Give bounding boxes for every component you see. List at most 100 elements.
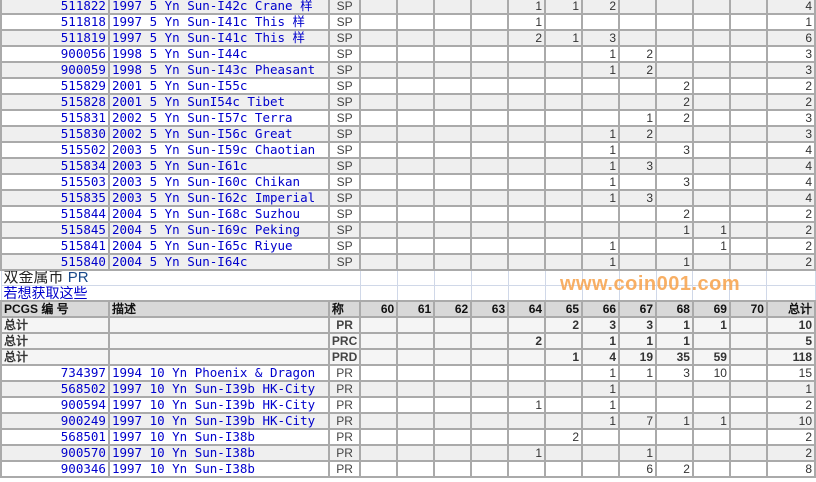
grade-type: PR bbox=[327, 380, 362, 398]
coin-description-link[interactable]: 1997 5 Yn Sun-I41c This 样 bbox=[107, 29, 330, 47]
grade-63-count bbox=[470, 77, 510, 95]
coin-description-link[interactable]: 2003 5 Yn Sun-I59c Chaotian bbox=[107, 141, 330, 159]
pcgs-number-link[interactable]: 511819 bbox=[0, 29, 110, 47]
grade-66-count bbox=[581, 221, 621, 239]
totals-row: 总计 PRD 1 4 19 35 59 118 bbox=[0, 348, 816, 366]
pcgs-number-link[interactable]: 515829 bbox=[0, 77, 110, 95]
pcgs-number-link[interactable]: 515845 bbox=[0, 221, 110, 239]
pcgs-number-link[interactable]: 515841 bbox=[0, 237, 110, 255]
grade-60-count bbox=[359, 380, 399, 398]
grade-69-count bbox=[691, 45, 731, 63]
pcgs-number-link[interactable]: 515840 bbox=[0, 253, 110, 271]
grade-60-count bbox=[359, 141, 399, 159]
pcgs-number-link[interactable]: 900594 bbox=[0, 396, 110, 414]
pcgs-number-link[interactable]: 515830 bbox=[0, 125, 110, 143]
grade-68-count: 35 bbox=[655, 348, 694, 366]
grade-65-count bbox=[544, 93, 584, 111]
pcgs-number-link[interactable]: 568502 bbox=[0, 380, 110, 398]
pcgs-number-link[interactable]: 511822 bbox=[0, 0, 110, 15]
coin-description-link[interactable]: 2003 5 Yn Sun-I61c bbox=[107, 157, 330, 175]
grade-62-count bbox=[433, 189, 473, 207]
grade-70-count bbox=[728, 13, 768, 31]
grade-62-count bbox=[433, 77, 473, 95]
table-row: 900346 1997 10 Yn Sun-I38b PR 6 2 8 bbox=[0, 460, 816, 478]
coin-description-link[interactable]: 2002 5 Yn Sun-I56c Great bbox=[107, 125, 330, 143]
pcgs-number-link[interactable]: 515844 bbox=[0, 205, 110, 223]
get-these-link[interactable]: 若想获取这些 bbox=[0, 285, 361, 302]
pcgs-number-link[interactable]: 568501 bbox=[0, 428, 110, 446]
grade-60-count bbox=[359, 0, 399, 15]
grade-65-count: 2 bbox=[544, 316, 584, 334]
grade-69-count bbox=[691, 380, 731, 398]
grade-68-count: 2 bbox=[655, 460, 694, 478]
grade-60-count bbox=[359, 221, 399, 239]
grade-64-count bbox=[507, 141, 547, 159]
pcgs-number-link[interactable]: 515831 bbox=[0, 109, 110, 127]
coin-description-link[interactable]: 1997 10 Yn Sun-I39b HK-City bbox=[107, 396, 330, 414]
pcgs-number-link[interactable]: 515828 bbox=[0, 93, 110, 111]
coin-description-link[interactable]: 1997 10 Yn Sun-I38b bbox=[107, 460, 330, 478]
grade-66-count bbox=[581, 13, 621, 31]
pcgs-number-link[interactable]: 511818 bbox=[0, 13, 110, 31]
coin-description-link[interactable]: 1997 5 Yn Sun-I41c This 样 bbox=[107, 13, 330, 31]
coin-description-link[interactable]: 1997 10 Yn Sun-I38b bbox=[107, 428, 330, 446]
coin-description-link[interactable]: 2004 5 Yn Sun-I64c bbox=[107, 253, 330, 271]
coin-description-link[interactable]: 2003 5 Yn Sun-I62c Imperial bbox=[107, 189, 330, 207]
pcgs-number-link[interactable]: 734397 bbox=[0, 364, 110, 382]
pcgs-number-link[interactable]: 900346 bbox=[0, 460, 110, 478]
grade-69-count bbox=[691, 125, 731, 143]
grade-60-count bbox=[359, 396, 399, 414]
grade-70-count bbox=[728, 109, 768, 127]
coin-description-link[interactable]: 1997 5 Yn Sun-I42c Crane 样 bbox=[107, 0, 330, 15]
grade-61-count bbox=[396, 45, 436, 63]
grade-61-count bbox=[396, 221, 436, 239]
coin-description-link[interactable]: 1994 10 Yn Phoenix & Dragon bbox=[107, 364, 330, 382]
coin-description-link[interactable]: 2002 5 Yn Sun-I57c Terra bbox=[107, 109, 330, 127]
table-row: 511822 1997 5 Yn Sun-I42c Crane 样 SP 1 1 2 4 bbox=[0, 0, 816, 15]
header-grade-70: 70 bbox=[728, 300, 768, 318]
grade-63-count bbox=[470, 396, 510, 414]
table-row: 515834 2003 5 Yn Sun-I61c SP 1 3 4 bbox=[0, 157, 816, 175]
coin-description-link[interactable]: 1998 5 Yn Sun-I44c bbox=[107, 45, 330, 63]
grade-66-count: 1 bbox=[581, 189, 621, 207]
grade-65-count bbox=[544, 364, 584, 382]
grade-67-count: 2 bbox=[618, 61, 658, 79]
grade-60-count bbox=[359, 125, 399, 143]
empty-cell bbox=[107, 332, 330, 350]
coin-description-link[interactable]: 1997 10 Yn Sun-I39b HK-City bbox=[107, 412, 330, 430]
coin-description-link[interactable]: 2001 5 Yn Sun-I55c bbox=[107, 77, 330, 95]
coin-description-link[interactable]: 2004 5 Yn Sun-I68c Suzhou bbox=[107, 205, 330, 223]
coin-description-link[interactable]: 2004 5 Yn Sun-I69c Peking bbox=[107, 221, 330, 239]
grade-65-count bbox=[544, 109, 584, 127]
empty-cell bbox=[107, 316, 330, 334]
grade-type: PR bbox=[327, 428, 362, 446]
coin-description-link[interactable]: 2001 5 Yn SunI54c Tibet bbox=[107, 93, 330, 111]
grade-66-count: 1 bbox=[581, 332, 621, 350]
pcgs-number-link[interactable]: 515835 bbox=[0, 189, 110, 207]
grade-68-count bbox=[655, 125, 694, 143]
pcgs-number-link[interactable]: 515834 bbox=[0, 157, 110, 175]
grade-68-count bbox=[655, 237, 694, 255]
pcgs-number-link[interactable]: 900059 bbox=[0, 61, 110, 79]
pcgs-number-link[interactable]: 900056 bbox=[0, 45, 110, 63]
grade-67-count: 3 bbox=[618, 316, 658, 334]
grade-64-count bbox=[507, 460, 547, 478]
pcgs-number-link[interactable]: 900570 bbox=[0, 444, 110, 462]
coin-description-link[interactable]: 2004 5 Yn Sun-I65c Riyue bbox=[107, 237, 330, 255]
grade-type: PR bbox=[327, 364, 362, 382]
coin-description-link[interactable]: 1998 5 Yn Sun-I43c Pheasant bbox=[107, 61, 330, 79]
grade-60-count bbox=[359, 29, 399, 47]
pcgs-number-link[interactable]: 900249 bbox=[0, 412, 110, 430]
grade-type: PR bbox=[327, 396, 362, 414]
pcgs-number-link[interactable]: 515502 bbox=[0, 141, 110, 159]
coin-description-link[interactable]: 1997 10 Yn Sun-I38b bbox=[107, 444, 330, 462]
coin-description-link[interactable]: 2003 5 Yn Sun-I60c Chikan bbox=[107, 173, 330, 191]
table-row: 511818 1997 5 Yn Sun-I41c This 样 SP 1 1 bbox=[0, 13, 816, 31]
grade-62-count bbox=[433, 61, 473, 79]
coin-description-link[interactable]: 1997 10 Yn Sun-I39b HK-City bbox=[107, 380, 330, 398]
grade-65-count bbox=[544, 125, 584, 143]
pcgs-number-link[interactable]: 515503 bbox=[0, 173, 110, 191]
table-row: 900594 1997 10 Yn Sun-I39b HK-City PR 1 1 2 bbox=[0, 396, 816, 414]
grade-64-count bbox=[507, 364, 547, 382]
table-row: 511819 1997 5 Yn Sun-I41c This 样 SP 2 1 3 6 bbox=[0, 29, 816, 47]
